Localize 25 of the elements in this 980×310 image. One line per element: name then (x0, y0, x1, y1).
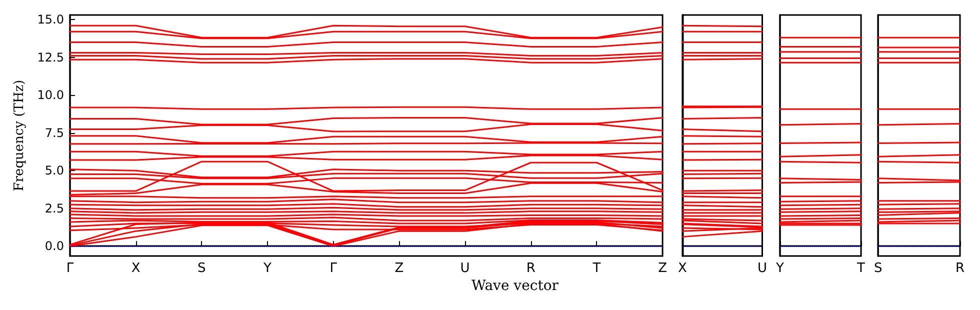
y-tick-label: 10.0 (37, 88, 64, 102)
x-tick-label: X (678, 261, 687, 276)
x-tick-label: S (198, 261, 206, 276)
y-tick-label: 2.5 (44, 201, 64, 216)
x-tick-label: Y (774, 261, 784, 276)
y-tick-label: 7.5 (44, 126, 64, 140)
x-tick-label: R (955, 261, 965, 276)
y-tick-label: 5.0 (44, 164, 64, 178)
x-tick-label: Z (394, 261, 404, 276)
x-tick-label: Γ (330, 261, 338, 276)
x-tick-label: Z (658, 261, 668, 276)
x-tick-label: T (856, 261, 866, 276)
x-tick-label: Γ (66, 261, 74, 276)
x-tick-label: U (757, 261, 767, 276)
x-tick-label: X (131, 261, 140, 276)
x-axis-title: Wave vector (470, 278, 560, 294)
x-tick-label: S (874, 261, 882, 276)
x-tick-label: Y (262, 261, 272, 276)
x-tick-label: T (592, 261, 601, 276)
y-tick-label: 12.5 (37, 50, 64, 64)
y-axis-title: Frequency (THz) (12, 80, 27, 192)
y-tick-label: 0.0 (44, 239, 64, 254)
x-tick-label: U (460, 261, 470, 276)
x-tick-label: R (526, 261, 536, 276)
y-tick-label: 15.0 (37, 12, 64, 27)
